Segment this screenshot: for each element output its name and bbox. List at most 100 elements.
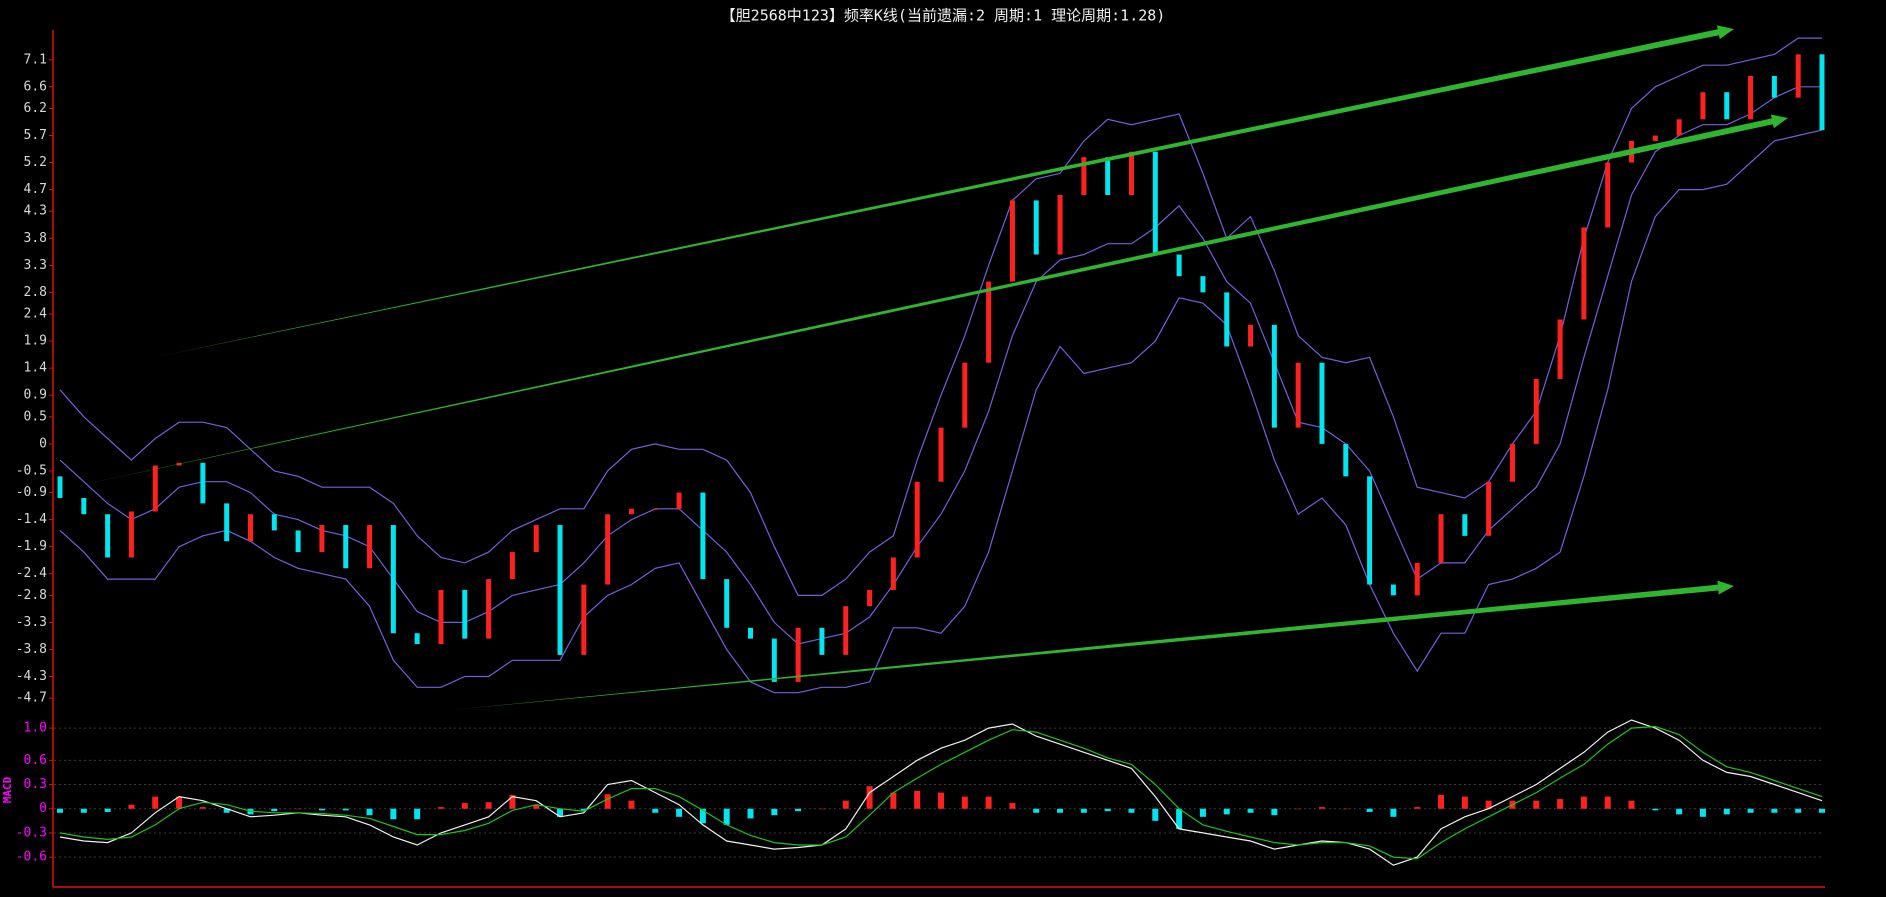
candle xyxy=(748,627,754,639)
candle xyxy=(1819,54,1825,131)
candle xyxy=(676,492,682,509)
macd-bar xyxy=(1390,808,1397,817)
candle xyxy=(1748,75,1754,120)
macd-bar xyxy=(271,808,278,812)
candle xyxy=(1295,362,1301,428)
candle xyxy=(462,589,468,639)
candle xyxy=(1319,362,1325,444)
candle xyxy=(1033,200,1039,255)
macd-bar xyxy=(1699,808,1706,817)
y-tick-label: 0.6 xyxy=(24,753,47,768)
y-tick-label: 6.6 xyxy=(24,79,47,94)
macd-bar xyxy=(676,808,683,817)
candle xyxy=(843,606,849,655)
macd-bar xyxy=(199,807,206,809)
macd-bar xyxy=(1771,808,1778,813)
candle xyxy=(581,584,587,655)
candle xyxy=(1271,324,1277,428)
candle xyxy=(1724,92,1730,120)
candle xyxy=(152,465,158,512)
candle xyxy=(890,557,896,590)
macd-bar xyxy=(1152,808,1159,821)
candle xyxy=(962,362,968,428)
macd-bar xyxy=(1557,799,1564,809)
y-tick-label: -3.8 xyxy=(16,642,47,657)
y-tick-label: -0.6 xyxy=(16,850,47,865)
candle xyxy=(1128,151,1134,196)
candle xyxy=(795,627,801,682)
macd-bar xyxy=(1795,808,1802,813)
y-tick-label: -2.8 xyxy=(16,588,47,603)
macd-bar xyxy=(1676,808,1683,815)
macd-bar xyxy=(1176,808,1183,829)
macd-bar xyxy=(57,808,63,813)
macd-bar xyxy=(437,807,444,809)
candle xyxy=(1652,135,1658,141)
macd-bar xyxy=(1009,803,1016,809)
macd-label: MACD xyxy=(1,776,14,803)
macd-bar xyxy=(128,804,135,809)
candle xyxy=(1700,92,1706,120)
candle xyxy=(486,579,492,639)
candle xyxy=(128,511,134,558)
macd-bar xyxy=(1485,800,1492,809)
macd-bar xyxy=(1128,808,1135,813)
y-tick-label: -3.3 xyxy=(16,615,47,630)
candle xyxy=(390,525,396,634)
macd-bar xyxy=(1318,807,1325,809)
macd-bar xyxy=(747,808,754,819)
macd-bar xyxy=(1652,808,1659,811)
y-tick-label: -0.9 xyxy=(16,485,47,500)
macd-bar xyxy=(1223,808,1230,815)
y-tick-label: -2.4 xyxy=(16,566,47,581)
macd-bar xyxy=(1247,808,1254,813)
candle xyxy=(700,492,706,580)
macd-bar xyxy=(914,790,921,809)
candle xyxy=(1390,584,1396,596)
candle xyxy=(986,281,992,363)
macd-bar xyxy=(295,808,302,810)
y-tick-label: 5.2 xyxy=(24,155,47,170)
macd-bar xyxy=(842,800,849,809)
candle xyxy=(224,503,230,542)
macd-bar xyxy=(1461,796,1468,809)
band-line xyxy=(59,129,1823,694)
candle xyxy=(652,508,658,510)
candle xyxy=(771,638,777,682)
candle xyxy=(1224,292,1230,347)
macd-bar xyxy=(152,796,159,809)
candle xyxy=(1581,227,1587,320)
candle xyxy=(819,627,825,655)
macd-bar xyxy=(1438,795,1445,809)
macd-bar xyxy=(652,808,659,813)
macd-bar xyxy=(1747,808,1754,813)
y-tick-label: 0.3 xyxy=(24,777,47,792)
y-tick-label: -1.9 xyxy=(16,539,47,554)
macd-bar xyxy=(461,803,468,809)
candle xyxy=(343,525,349,569)
macd-bar xyxy=(1533,800,1540,809)
macd-bar xyxy=(1199,808,1206,817)
macd-bar xyxy=(1580,796,1587,809)
candle xyxy=(1343,443,1349,477)
macd-bar xyxy=(1819,808,1825,813)
candle xyxy=(1009,200,1015,282)
macd-bar xyxy=(176,796,183,809)
y-tick-label: -4.7 xyxy=(16,691,47,706)
candle xyxy=(1462,514,1468,536)
y-tick-label: -4.3 xyxy=(16,669,47,684)
macd-bar xyxy=(890,792,897,809)
candle xyxy=(81,497,87,515)
macd-bar xyxy=(604,794,611,809)
candle xyxy=(1486,481,1492,536)
candle xyxy=(1509,443,1515,482)
macd-bar xyxy=(723,808,730,825)
candle xyxy=(414,633,420,645)
candle xyxy=(1057,195,1063,255)
candle xyxy=(367,525,373,569)
macd-bar xyxy=(390,808,397,820)
y-tick-label: 2.8 xyxy=(24,285,47,300)
macd-bar xyxy=(961,796,968,809)
macd-bar xyxy=(414,808,421,820)
